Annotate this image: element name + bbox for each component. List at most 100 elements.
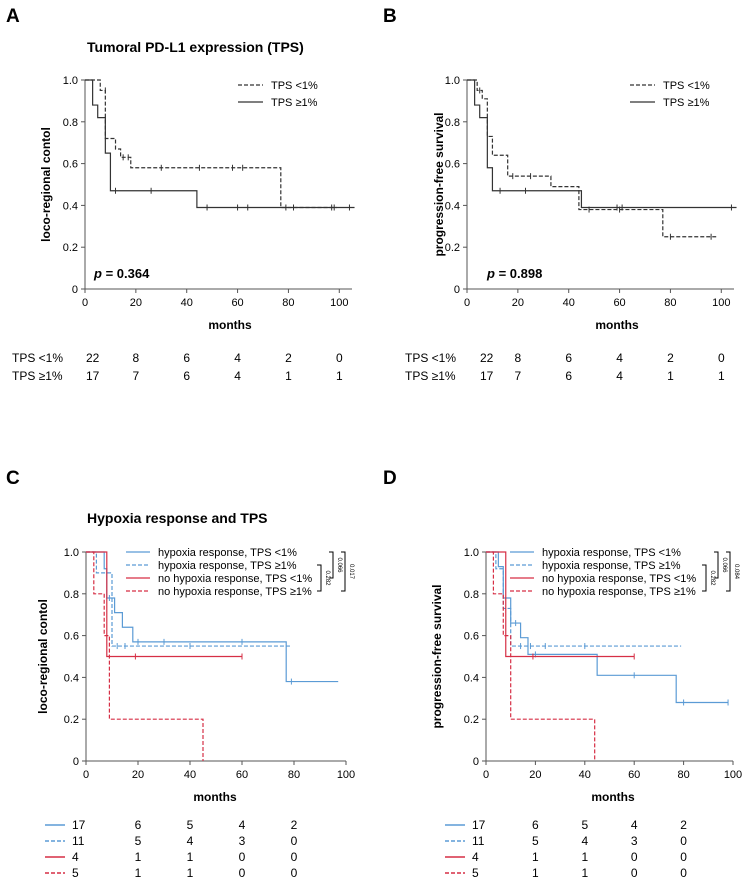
panel-c-risk-value: 5: [187, 818, 194, 832]
panel-d-series-line: [486, 551, 596, 761]
panel-a-p-value: p = 0.364: [93, 266, 150, 281]
panel-a-legend-label: TPS ≥1%: [271, 97, 318, 109]
panel-a-risk-value: 0: [336, 351, 343, 365]
panel-a-y-axis-title: loco-regional contol: [39, 127, 53, 242]
panel-a-risk-value: 22: [86, 351, 100, 365]
panel-d-y-axis-title: progression-free survival: [430, 584, 444, 728]
panel-c-risk-value: 5: [72, 866, 79, 880]
panel-b-series-line: [467, 79, 737, 209]
panel-c-x-tick-label: 60: [236, 769, 248, 781]
panel-d-x-tick-label: 20: [529, 769, 541, 781]
panel-c-legend-label: no hypoxia response, TPS ≥1%: [158, 586, 312, 598]
panel-c-risk-value: 11: [72, 834, 85, 848]
panel-b-risk-value: 22: [480, 351, 494, 365]
panel-c-bracket-p: 0.066: [336, 557, 342, 573]
panel-b-y-tick-label: 0.4: [445, 200, 460, 212]
panel-a-x-tick-label: 40: [181, 297, 193, 309]
panel-b-x-axis-title: months: [595, 318, 639, 332]
panel-c-y-tick-label: 0.8: [64, 589, 79, 601]
panel-b-x-tick-label: 60: [613, 297, 625, 309]
panel-a-risk-value: 8: [133, 351, 140, 365]
panel-a-series-line: [85, 79, 337, 209]
panel-a-x-axis-title: months: [208, 318, 252, 332]
panel-d-series-line: [486, 551, 729, 704]
panel-b-y-tick-label: 0: [454, 284, 460, 296]
panel-a-y-tick-label: 1.0: [63, 75, 78, 87]
panel-d-risk-value: 2: [680, 818, 687, 832]
panel-d-bracket: [726, 551, 731, 592]
panel-c-risk-value: 0: [239, 866, 246, 880]
panel-b-legend-label: TPS ≥1%: [663, 97, 710, 109]
panel-d-risk-value: 6: [532, 818, 539, 832]
panel-c-x-tick-label: 100: [337, 769, 355, 781]
panel-b-chart: 00.20.40.60.81.00 20 40 60 80 100monthsprogre…: [405, 75, 737, 383]
panel-d-risk-value: 0: [680, 866, 687, 880]
panel-a-risk-row-label: TPS ≥1%: [12, 369, 63, 383]
panel-a-series-line: [85, 79, 355, 209]
panel-d-risk-value: 5: [472, 866, 479, 880]
panel-d-risk-value: 0: [631, 850, 638, 864]
panel-c-risk-value: 5: [135, 834, 142, 848]
panel-d-bracket-p: 0.066: [721, 557, 727, 573]
panel-c-bracket: [317, 564, 322, 592]
panel-b-legend-label: TPS <1%: [663, 80, 710, 92]
panel-b-x-tick-label: 40: [563, 297, 575, 309]
panel-b-risk-value: 7: [515, 369, 522, 383]
panel-label-a: A: [6, 6, 20, 27]
panel-c-risk-value: 17: [72, 818, 86, 832]
panel-a-risk-value: 17: [86, 369, 100, 383]
panel-a-risk-value: 6: [183, 351, 190, 365]
panel-a-p-symbol: p: [93, 266, 102, 281]
panel-a-risk-value: 6: [183, 369, 190, 383]
panel-c-legend-label: hypoxia response, TPS ≥1%: [158, 560, 297, 572]
panel-d-risk-value: 1: [532, 866, 539, 880]
panel-d-legend-label: hypoxia response, TPS <1%: [542, 547, 681, 559]
panel-c-x-axis-title: months: [193, 790, 237, 804]
panel-c-y-tick-label: 0.6: [64, 631, 79, 643]
panel-b-risk-value: 4: [616, 369, 623, 383]
panel-d-bracket: [714, 551, 719, 579]
panel-d-legend-label: no hypoxia response, TPS <1%: [542, 573, 696, 585]
panel-c-x-tick-label: 20: [132, 769, 144, 781]
panel-b-risk-value: 8: [515, 351, 522, 365]
panel-label-d: D: [383, 468, 397, 489]
panel-d-x-axis-title: months: [591, 790, 635, 804]
panel-b-p-value: p = 0.898: [486, 266, 542, 281]
panel-a-risk-value: 1: [285, 369, 292, 383]
panel-c-series-line: [86, 551, 339, 683]
panel-a-risk-row-label: TPS <1%: [12, 351, 63, 365]
panel-d-y-tick-label: 0.8: [464, 589, 479, 601]
panel-d-y-tick-label: 0.2: [464, 714, 479, 726]
panel-d-risk-value: 0: [680, 834, 687, 848]
panel-d-bracket: [702, 564, 707, 592]
panel-c-risk-value: 1: [187, 866, 194, 880]
panel-c-series-line: [86, 551, 204, 761]
panel-d-risk-value: 5: [532, 834, 539, 848]
panel-a-y-tick-label: 0.4: [63, 200, 78, 212]
panel-a-risk-value: 2: [285, 351, 292, 365]
panel-b-risk-value: 17: [480, 369, 494, 383]
panel-d-y-tick-label: 0.4: [464, 672, 479, 684]
panel-d-risk-value: 4: [631, 818, 638, 832]
panel-d-series-line: [486, 551, 682, 647]
panel-d-risk-value: 4: [472, 850, 479, 864]
panel-c-x-tick-label: 40: [184, 769, 196, 781]
panel-c-legend-label: no hypoxia response, TPS <1%: [158, 573, 312, 585]
panel-a-risk-value: 4: [234, 351, 241, 365]
panel-b-p-symbol: p: [486, 266, 495, 281]
panel-a-y-tick-label: 0.8: [63, 117, 78, 129]
panel-c-y-axis-title: loco-regional contol: [36, 599, 50, 714]
panel-d-legend-label: no hypoxia response, TPS ≥1%: [542, 586, 696, 598]
panel-b-risk-value: 6: [565, 369, 572, 383]
figure-title-bottom: Hypoxia response and TPS: [87, 510, 268, 526]
panel-c-x-tick-label: 80: [288, 769, 300, 781]
panel-b-risk-row-label: TPS <1%: [405, 351, 456, 365]
figure-title-top: Tumoral PD-L1 expression (TPS): [87, 39, 304, 55]
panel-d-series-line: [486, 551, 635, 658]
panel-c-bracket: [341, 551, 346, 592]
panel-c-y-tick-label: 1.0: [64, 547, 79, 559]
panel-a-risk-value: 1: [336, 369, 343, 383]
panel-d-y-tick-label: 0.6: [464, 631, 479, 643]
panel-b-risk-value: 1: [718, 369, 725, 383]
